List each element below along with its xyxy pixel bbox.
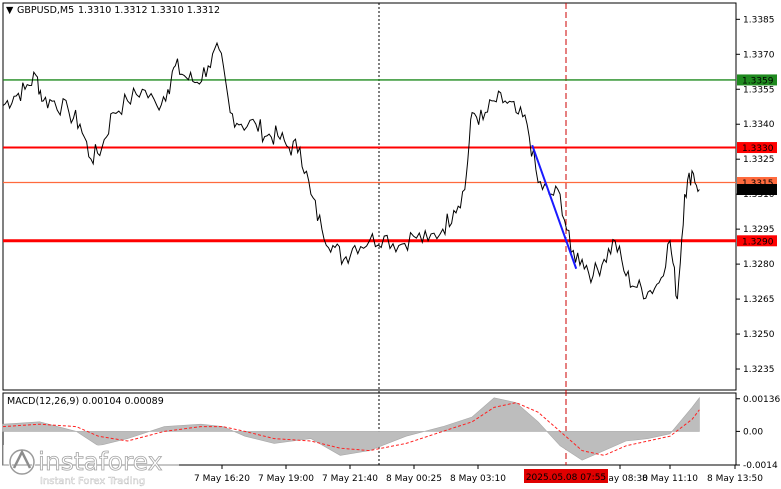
symbol-dropdown-icon[interactable]: ▼ [6, 5, 14, 16]
price-tick-label: 1.3340 [743, 120, 775, 130]
price-panel [2, 2, 737, 391]
price-tick-label: 1.3295 [743, 225, 775, 235]
macd-tick-label: 0.00 [743, 427, 763, 437]
macd-label: MACD(12,26,9) 0.00104 0.00089 [7, 396, 164, 407]
level-tag [737, 235, 777, 247]
watermark: instaforex Instant Forex Trading [3, 445, 179, 489]
watermark-tagline: Instant Forex Trading [40, 476, 145, 487]
price-tick-label: 1.3250 [743, 330, 775, 340]
macd-axis: 0.00136 0.00 -0.0014 [736, 395, 780, 471]
time-axis: 7 May 16:20 7 May 19:00 7 May 21:40 8 May 0… [194, 465, 763, 484]
macd-tick-label: 0.00136 [743, 395, 780, 405]
time-tick-label: 7 May 21:40 [322, 474, 378, 484]
price-tick-label: 1.3325 [743, 155, 775, 165]
macd-signal-line [2, 402, 700, 456]
watermark-brand: instaforex [38, 447, 163, 476]
price-series [2, 41, 700, 300]
price-tick-label: 1.3280 [743, 260, 775, 270]
price-tick-label: 1.3385 [743, 15, 775, 25]
time-tick-label: 8 May 13:50 [707, 474, 763, 484]
price-tick-label: 1.3310 [743, 190, 775, 200]
time-tick-label: 7 May 16:20 [194, 474, 250, 484]
level-tag [737, 177, 777, 189]
time-highlight-tag [524, 469, 608, 483]
price-axis: 1.3385 1.3370 1.3355 1.3340 1.3325 1.3310 1.32… [736, 15, 775, 375]
time-tick-label: 8 May 11:10 [642, 474, 698, 484]
time-tick-label: 8 May 03:10 [450, 474, 506, 484]
macd-series [2, 396, 700, 461]
level-label: 1.3290 [742, 237, 774, 247]
level-tag [737, 184, 777, 196]
price-tick-label: 1.3370 [743, 50, 775, 60]
level-label: 1.3359 [742, 76, 774, 86]
time-tick-label: 8 May 08:30 [592, 474, 648, 484]
trendline [531, 144, 578, 270]
time-highlight-label: 2025.05.08 07:55 [526, 473, 606, 483]
level-label: 1.3312 [742, 186, 774, 196]
level-tag [737, 142, 777, 154]
chart-ohlc: 1.3310 1.3312 1.3310 1.3312 [78, 5, 220, 16]
time-tick-label: 8 May 00:25 [386, 474, 442, 484]
instaforex-logo-icon [8, 448, 36, 476]
macd-tick-label: -0.0014 [743, 461, 778, 471]
price-tick-label: 1.3355 [743, 85, 775, 95]
level-tag [737, 74, 777, 86]
level-label: 1.3330 [742, 144, 774, 154]
price-tick-label: 1.3265 [743, 295, 775, 305]
trendline-line [531, 144, 578, 270]
price-line [2, 41, 700, 300]
price-tick-label: 1.3235 [743, 365, 775, 375]
chart-symbol: GBPUSD,M5 [17, 5, 74, 16]
time-tick-label: 7 May 19:00 [258, 474, 314, 484]
